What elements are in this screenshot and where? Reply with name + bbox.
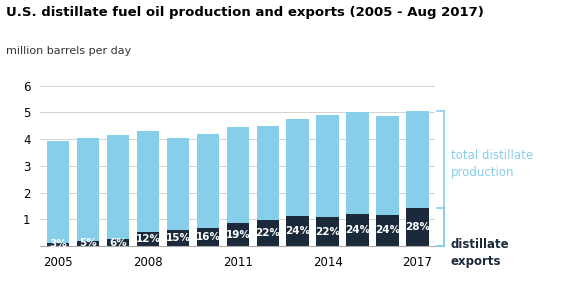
Text: U.S. distillate fuel oil production and exports (2005 - Aug 2017): U.S. distillate fuel oil production and …: [6, 6, 484, 19]
Bar: [226, 127, 249, 223]
Bar: [376, 116, 399, 215]
Bar: [137, 232, 159, 246]
Bar: [316, 217, 339, 246]
Bar: [257, 126, 279, 220]
Bar: [316, 115, 339, 217]
Text: 22%: 22%: [255, 228, 280, 238]
Bar: [137, 131, 159, 232]
Bar: [346, 112, 369, 214]
Text: total distillate
production: total distillate production: [451, 149, 533, 179]
Text: 22%: 22%: [315, 227, 340, 237]
Text: 12%: 12%: [135, 234, 160, 244]
Text: million barrels per day: million barrels per day: [6, 46, 131, 56]
Bar: [286, 216, 309, 246]
Bar: [77, 138, 99, 241]
Bar: [167, 138, 189, 230]
Bar: [226, 223, 249, 246]
Bar: [197, 228, 219, 246]
Bar: [346, 214, 369, 246]
Bar: [47, 140, 69, 243]
Text: distillate
exports: distillate exports: [451, 238, 509, 268]
Bar: [286, 119, 309, 216]
Text: 24%: 24%: [285, 226, 310, 236]
Bar: [167, 230, 189, 246]
Bar: [107, 239, 129, 246]
Bar: [406, 111, 429, 208]
Bar: [197, 134, 219, 228]
Text: 16%: 16%: [195, 232, 221, 242]
Bar: [47, 243, 69, 246]
Text: 24%: 24%: [375, 225, 400, 235]
Text: 28%: 28%: [405, 222, 430, 232]
Bar: [257, 220, 279, 246]
Text: 15%: 15%: [166, 233, 190, 243]
Bar: [376, 215, 399, 246]
Text: 3%: 3%: [49, 239, 67, 249]
Bar: [107, 135, 129, 239]
Text: 6%: 6%: [109, 238, 127, 248]
Text: 19%: 19%: [225, 230, 250, 240]
Text: 5%: 5%: [79, 238, 97, 248]
Text: 24%: 24%: [345, 225, 370, 235]
Bar: [77, 241, 99, 246]
Bar: [406, 208, 429, 246]
